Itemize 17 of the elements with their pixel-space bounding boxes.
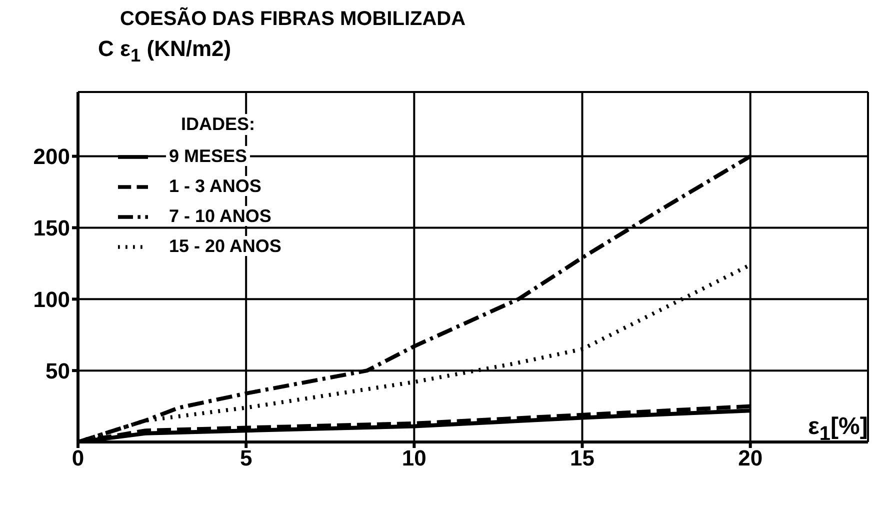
x-tick-label: 0 [72,446,84,471]
x-tick-label: 10 [402,446,426,471]
chart-title: COESÃO DAS FIBRAS MOBILIZADA [120,8,467,32]
y-tick-label: 150 [33,216,70,241]
y-axis-title: C ε$_{1}$ (KN/m2) [98,36,232,68]
x-tick-label: 5 [240,446,252,471]
y-tick-label: 50 [46,358,70,384]
y-tick-label: 100 [33,286,70,312]
x-tick-label: 15 [570,446,594,471]
y-tick-label: 200 [33,144,70,170]
legend-title: IDADES: [178,114,258,135]
legend-label: 15 - 20 ANOS [166,236,284,256]
legend-label: 7 - 10 ANOS [166,206,274,226]
legend-label: 1 - 3 ANOS [166,176,264,196]
x-tick-label: 20 [738,446,763,471]
x-axis-title: ε$_{1}$[%] [808,413,868,446]
legend-label: 9 MESES [166,146,250,166]
